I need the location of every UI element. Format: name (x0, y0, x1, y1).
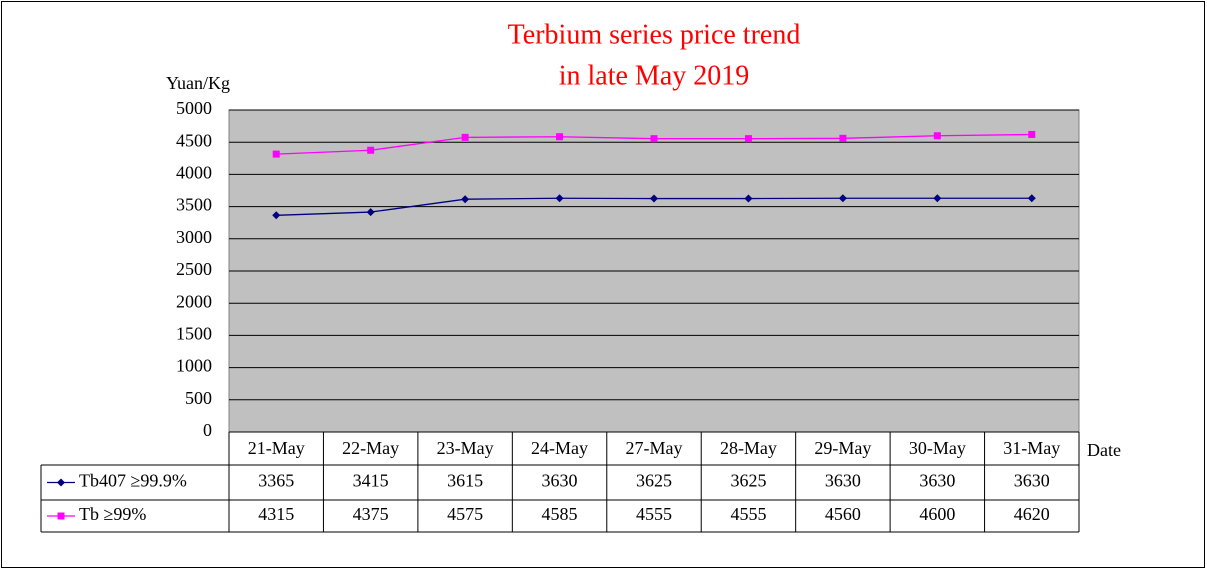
x-tick-label: 30-May (909, 438, 966, 458)
table-value: 4555 (730, 504, 766, 524)
marker (1027, 194, 1036, 203)
table-value: 3630 (542, 471, 578, 491)
marker (839, 134, 847, 142)
table-value: 4315 (258, 504, 294, 524)
x-tick-label: 29-May (814, 438, 871, 458)
marker (933, 132, 941, 140)
table-value: 3415 (353, 471, 389, 491)
marker (367, 146, 375, 154)
marker (556, 133, 564, 141)
y-tick-label: 1500 (176, 324, 212, 344)
marker (744, 194, 753, 203)
marker (1028, 130, 1036, 138)
x-tick-label: 23-May (437, 438, 494, 458)
marker (744, 135, 752, 143)
table-value: 4585 (542, 504, 578, 524)
x-axis-label: Date (1087, 440, 1121, 460)
table-value: 3630 (825, 471, 861, 491)
table-value: 4555 (636, 504, 672, 524)
y-tick-label: 2000 (176, 291, 212, 311)
table-value: 3630 (919, 471, 955, 491)
x-tick-label: 21-May (248, 438, 305, 458)
marker (838, 194, 847, 203)
table-value: 4575 (447, 504, 483, 524)
x-tick-label: 28-May (720, 438, 777, 458)
marker (555, 194, 564, 203)
chart-title: in late May 2019 (559, 60, 750, 91)
table-value: 3625 (730, 471, 766, 491)
x-tick-label: 22-May (342, 438, 399, 458)
marker (650, 194, 658, 203)
legend-marker (57, 478, 65, 487)
marker (650, 135, 658, 143)
table-value: 4600 (919, 504, 955, 524)
marker (461, 133, 469, 141)
x-tick-label: 27-May (626, 438, 683, 458)
table-value: 3625 (636, 471, 672, 491)
y-axis-label: Yuan/Kg (166, 73, 230, 93)
marker (272, 211, 281, 220)
legend-label: Tb407 ≥99.9% (79, 471, 187, 491)
y-tick-label: 4000 (176, 163, 212, 183)
x-tick-label: 24-May (531, 438, 588, 458)
y-tick-label: 4500 (176, 130, 212, 150)
marker (366, 208, 375, 217)
y-tick-label: 2500 (176, 259, 212, 279)
legend-marker (57, 512, 65, 520)
table-value: 3615 (447, 471, 483, 491)
marker (461, 195, 470, 204)
table-value: 4375 (353, 504, 389, 524)
x-tick-label: 31-May (1003, 438, 1060, 458)
table-value: 3365 (258, 471, 294, 491)
y-tick-label: 1000 (176, 356, 212, 376)
legend-label: Tb ≥99% (79, 504, 146, 524)
y-tick-label: 5000 (176, 98, 212, 118)
y-tick-label: 500 (185, 388, 212, 408)
y-tick-label: 3000 (176, 227, 212, 247)
y-tick-label: 0 (203, 420, 212, 440)
y-tick-label: 3500 (176, 195, 212, 215)
table-value: 3630 (1014, 471, 1050, 491)
marker (933, 194, 942, 203)
table-value: 4620 (1014, 504, 1050, 524)
marker (272, 150, 280, 158)
table-value: 4560 (825, 504, 861, 524)
chart-title: Terbium series price trend (508, 19, 801, 50)
